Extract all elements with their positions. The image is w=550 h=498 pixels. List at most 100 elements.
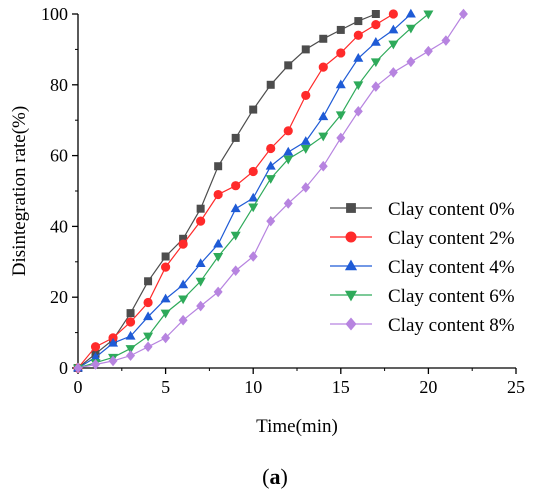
data-point [213, 286, 223, 298]
data-point [196, 216, 206, 226]
data-point [126, 350, 136, 361]
data-point [370, 37, 381, 46]
data-point [388, 40, 399, 50]
data-point [371, 20, 381, 30]
series-3 [72, 8, 416, 372]
legend-item: Clay content 2% [330, 228, 515, 249]
y-tick-label: 80 [50, 75, 68, 95]
y-tick-label: 40 [50, 216, 68, 236]
data-point [300, 145, 311, 154]
data-point [230, 203, 241, 213]
data-point [458, 8, 468, 20]
x-tick-label: 0 [74, 377, 83, 397]
legend-item: Clay content 8% [330, 315, 515, 336]
data-point [300, 136, 311, 145]
x-tick-label: 5 [161, 377, 170, 397]
series-line [77, 13, 377, 369]
data-point [160, 293, 171, 303]
data-point [266, 80, 275, 89]
legend-item: Clay content 0% [330, 199, 515, 220]
panel-label: (a) [262, 464, 288, 489]
data-point [73, 362, 83, 374]
chart-legend: Clay content 0% Clay content 2% Clay conte… [330, 199, 515, 336]
data-point [318, 111, 329, 121]
data-point [108, 337, 119, 347]
data-point [301, 182, 311, 193]
data-point [301, 90, 311, 101]
series-line [77, 13, 394, 369]
legend-item: Clay content 6% [330, 286, 515, 307]
x-tick-label: 20 [419, 377, 437, 397]
data-point [283, 126, 293, 136]
legend-marker [346, 203, 356, 213]
x-tick-label: 25 [507, 377, 525, 397]
series-1 [74, 9, 380, 372]
data-point [231, 265, 241, 276]
y-axis-label: Disintegration rate(%) [9, 106, 30, 276]
data-point [265, 175, 276, 184]
data-point [195, 258, 206, 268]
data-point [266, 215, 276, 227]
data-point [143, 341, 153, 353]
legend-marker [345, 231, 357, 243]
data-point [405, 24, 416, 34]
data-point [248, 166, 258, 177]
data-point [213, 238, 224, 248]
data-point [178, 314, 188, 326]
data-point [284, 61, 293, 70]
data-point [161, 252, 170, 261]
x-axis-label: Time(min) [256, 416, 338, 437]
plot-axes: 0 5 10 15 20 25 0 20 40 60 80 100 [41, 4, 525, 397]
data-point [318, 62, 328, 72]
data-point [125, 317, 136, 327]
legend-marker [344, 259, 358, 271]
data-point [143, 332, 154, 342]
data-point [249, 105, 258, 114]
data-point [423, 45, 433, 57]
data-point [353, 81, 364, 91]
data-point [178, 279, 189, 289]
y-tick-label: 60 [50, 146, 68, 166]
data-point [143, 311, 154, 321]
data-point [283, 155, 294, 165]
data-point [370, 58, 381, 68]
data-point [178, 295, 189, 305]
legend-label: Clay content 8% [388, 315, 515, 336]
data-point [388, 9, 398, 19]
data-point [301, 45, 310, 54]
data-point [230, 231, 241, 241]
data-point [388, 67, 398, 78]
data-point [353, 106, 363, 117]
data-point [126, 309, 135, 318]
data-point [265, 160, 276, 170]
data-point [441, 35, 451, 46]
data-point [90, 342, 101, 352]
y-tick-label: 0 [59, 358, 68, 378]
data-point [248, 203, 259, 213]
data-point [125, 330, 136, 340]
legend-label: Clay content 4% [388, 257, 515, 278]
series-5 [73, 8, 468, 374]
series-4 [72, 10, 434, 374]
legend-label: Clay content 0% [388, 199, 515, 220]
data-point [388, 24, 399, 34]
data-point [423, 10, 434, 20]
data-point [144, 277, 153, 286]
data-point [405, 8, 416, 18]
legend-marker [345, 317, 357, 331]
data-point [336, 25, 345, 34]
data-point [371, 9, 380, 18]
data-point [283, 146, 294, 156]
data-point [248, 251, 258, 262]
data-point [283, 198, 293, 209]
data-point [353, 30, 363, 40]
data-point [318, 132, 329, 142]
data-point [231, 181, 241, 191]
legend-label: Clay content 6% [388, 286, 515, 307]
data-point [353, 52, 364, 62]
data-point [195, 277, 206, 287]
data-point [161, 262, 171, 272]
data-point [319, 34, 328, 43]
series-line [77, 13, 412, 369]
legend-item: Clay content 4% [330, 257, 515, 278]
